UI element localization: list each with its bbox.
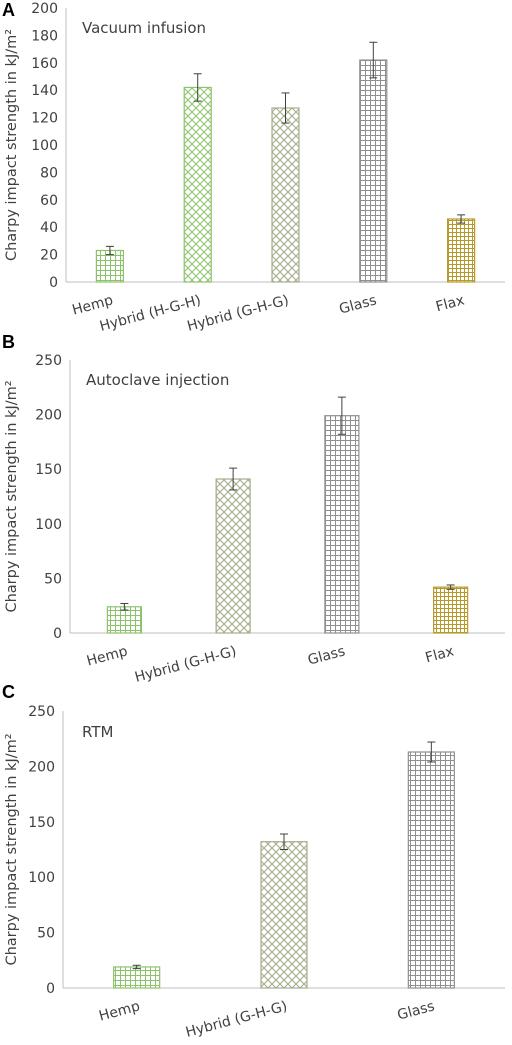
chart-panel-c: C RTM Charpy impact strength in kJ/m² 0 50 10… [2,682,505,1041]
error-bar [229,467,238,491]
y-tick-label: 250 [28,704,55,720]
y-tick-label: 40 [40,220,58,236]
x-category-label: Hybrid (G-H-G) [184,998,289,1040]
x-category-label: Hybrid (G-H-G) [186,292,291,334]
y-tick-label: 60 [40,193,58,209]
bar-hybrid-g-h-g [215,478,251,634]
error-bar [337,396,346,435]
y-tick-label: 100 [31,138,58,154]
x-category-label: Hemp [71,292,115,318]
y-tick-label: 150 [28,815,55,831]
x-category-label: Glass [396,998,437,1023]
y-tick-label: 20 [40,248,58,264]
x-category-label: Glass [338,292,379,317]
error-bar [446,584,455,590]
error-bar [280,833,288,850]
y-tick-label: 120 [31,111,58,127]
chart-title: Vacuum infusion [82,19,206,37]
y-tick-label: 140 [31,83,58,99]
y-tick-label: 0 [49,275,58,291]
bar-hybrid-g-h-g [271,107,300,283]
x-category-label: Flax [434,292,466,315]
error-bar [427,741,436,763]
y-tick-label: 100 [28,870,55,886]
bar-hybrid-h-g-h [183,86,212,283]
x-category-label: Glass [306,643,347,668]
bar-glass [359,59,388,283]
bar-glass [324,415,360,634]
chart-panel-b: B Autoclave injection Charpy impact streng… [2,332,505,686]
y-tick-label: 200 [28,759,55,775]
error-bar [457,214,466,224]
y-tick-label: 160 [31,56,58,72]
bar-hemp [95,249,125,283]
x-category-label: Hemp [97,998,141,1024]
error-bar [369,41,378,79]
y-tick-label: 150 [35,462,62,478]
error-bar [105,245,114,256]
bar-flax [433,586,469,634]
y-axis-title: Charpy impact strength in kJ/m² [4,733,20,965]
y-tick-label: 50 [44,571,62,587]
x-category-label: Flax [424,643,456,666]
x-category-label: Hemp [85,643,129,669]
error-bar [132,964,141,970]
bar-flax [447,218,476,283]
panel-letter: B [2,332,15,352]
y-tick-label: 200 [35,408,62,424]
panel-letter: C [2,682,15,702]
chart-panel-a: A Vacuum infusion Charpy impact strength i… [2,0,505,335]
bar-hemp [113,966,161,989]
x-category-label: Hybrid (G-H-G) [133,643,238,685]
y-tick-label: 250 [35,353,62,369]
y-tick-label: 100 [35,517,62,533]
bar-hemp [106,606,142,634]
chart-title: RTM [82,723,113,741]
y-tick-label: 180 [31,28,58,44]
y-tick-label: 200 [31,1,58,17]
y-tick-label: 80 [40,165,58,181]
y-tick-label: 0 [46,981,55,997]
error-bar [120,603,129,611]
panel-letter: A [2,0,15,20]
bar-hybrid-g-h-g [260,841,308,989]
y-axis-title: Charpy impact strength in kJ/m² [4,29,20,261]
y-tick-label: 0 [53,626,62,642]
y-axis-title: Charpy impact strength in kJ/m² [4,380,20,612]
y-tick-label: 50 [37,926,55,942]
error-bar [193,73,202,102]
error-bar [281,92,290,124]
chart-title: Autoclave injection [86,371,229,389]
bar-glass [407,751,455,989]
